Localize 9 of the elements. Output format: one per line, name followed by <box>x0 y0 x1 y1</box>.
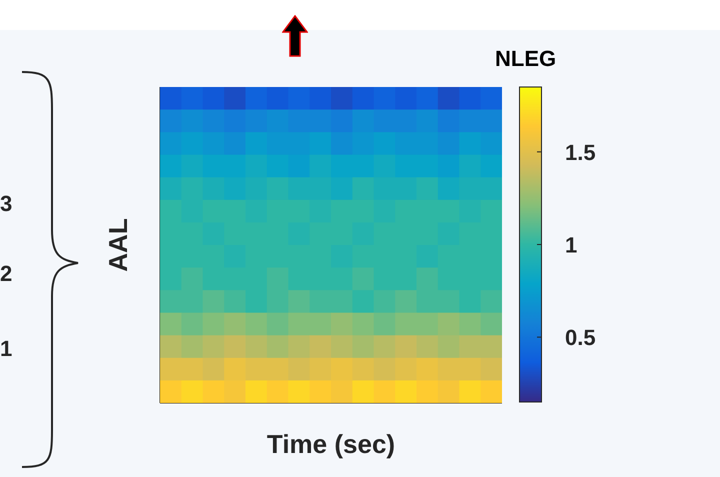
text: 2 <box>0 261 12 287</box>
text: 3 <box>0 191 12 217</box>
color-bar-label: 0.5 <box>565 325 596 350</box>
color-bar-title: NLEG <box>495 46 556 72</box>
x-axis-title: Time (sec) <box>266 429 396 459</box>
text: 1 <box>0 336 12 362</box>
color-bar-label: 1.5 <box>565 140 596 165</box>
color-bar-label: 1 <box>565 232 578 258</box>
y-axis-title: AAL <box>103 218 134 272</box>
